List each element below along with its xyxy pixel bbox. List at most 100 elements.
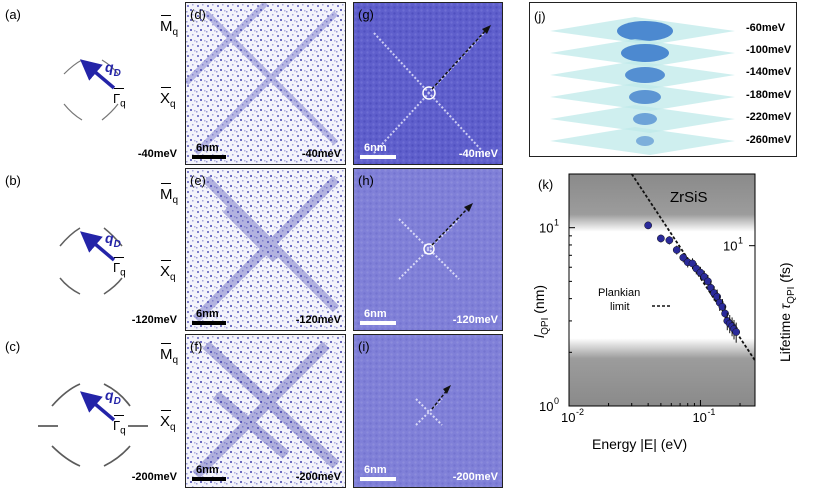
qd-label-b: qD (105, 230, 121, 250)
panel-label: (h) (358, 173, 374, 188)
layer-energy-label: -260meV (746, 134, 792, 146)
symbol-gamma-a: Γq (113, 88, 126, 110)
plot-frame (568, 173, 756, 407)
x-tick-label: 10 (561, 410, 575, 425)
energy-label: -200meV (131, 471, 177, 483)
energy-label: -200meV (295, 471, 341, 483)
chart-title: ZrSiS (670, 189, 708, 206)
layer-energy-label: -60meV (746, 22, 786, 34)
stack-layer (550, 17, 735, 45)
data-point (665, 236, 674, 245)
qd-arrows (79, 59, 116, 422)
data-point (718, 302, 727, 311)
data-point (657, 234, 665, 243)
panel-label: (e) (190, 173, 206, 188)
scale-bar (360, 155, 396, 159)
panel-f: (f) 6nm -200meV (185, 334, 346, 488)
scale-bar (192, 321, 226, 325)
legend-label: Plankian (598, 287, 640, 299)
panel-c: (c) -200meV (2, 334, 181, 488)
qd-label-a: qD (105, 59, 121, 79)
y-tick-exponent: 0 (554, 396, 559, 406)
data-point (704, 277, 712, 286)
symbol-x-c: Xq (160, 410, 176, 433)
panel-g: (g) 6nm -40meV (353, 2, 503, 165)
energy-label: -40meV (137, 148, 177, 160)
panel-label: (f) (190, 339, 203, 354)
scale-label: 6nm (196, 464, 219, 476)
panel-i: (i) 6nm -200meV (353, 334, 503, 488)
symbol-x-b: Xq (160, 260, 176, 283)
data-point (679, 253, 688, 262)
scale-bar (192, 155, 226, 159)
right-tick-exponent: 1 (738, 236, 743, 246)
panel-a: (a) -40meV (2, 2, 181, 165)
qpi-map-h (354, 169, 502, 330)
scale-bar (360, 321, 396, 325)
energy-label: -120meV (131, 314, 177, 326)
panel-label: (i) (358, 339, 370, 354)
y-tick-exponent: 1 (554, 218, 559, 228)
qpi-map-i (354, 335, 502, 487)
energy-label: -120meV (295, 314, 341, 326)
layer-energy-label: -140meV (746, 66, 792, 78)
layer-energy-label: -220meV (746, 111, 792, 123)
symbol-gamma-b: Γq (113, 257, 126, 279)
qpi-map-g (354, 3, 502, 164)
stack-layer (550, 83, 735, 111)
energy-label: -40meV (458, 148, 498, 160)
topography-e (186, 169, 345, 330)
legend-label: limit (610, 301, 630, 313)
panel-label: (b) (5, 173, 21, 188)
right-axis-label: Lifetime τQPI (fs) (777, 262, 797, 362)
gray-band-bottom (569, 338, 755, 406)
y-tick-label: 10 (539, 221, 553, 236)
y-tick-label: 10 (539, 399, 553, 414)
panel-label: (c) (5, 339, 21, 354)
stack-layer (550, 127, 735, 155)
symbol-m-a: Mq (160, 15, 178, 38)
energy-label: -200meV (452, 471, 498, 483)
gray-band-top (569, 174, 755, 232)
scale-label: 6nm (196, 142, 219, 154)
qd-arrow-a (79, 59, 116, 90)
energy-label: -120meV (452, 314, 498, 326)
panel-d: (d) 6nm -40meV (185, 2, 346, 165)
layer-energy-label: -100meV (746, 44, 792, 56)
scale-label: 6nm (196, 308, 219, 320)
topography-d (186, 3, 345, 164)
qd-label-c: qD (105, 387, 121, 407)
panel-label: (a) (5, 7, 21, 22)
panel-label: (g) (358, 7, 374, 22)
stack-layer (550, 105, 735, 133)
scale-label: 6nm (364, 464, 387, 476)
data-point (672, 246, 681, 254)
fermi-surface-c (38, 383, 148, 467)
x-tick-exponent: -2 (576, 407, 584, 417)
x-axis-label: Energy |E| (eV) (592, 436, 687, 452)
symbol-m-c: Mq (160, 343, 178, 366)
x-tick-exponent: -1 (707, 407, 715, 417)
scale-label: 6nm (364, 308, 387, 320)
stack-layer (550, 39, 735, 67)
qpi-stack (550, 17, 735, 155)
symbol-x-a: Xq (160, 87, 176, 110)
fermi-surface-b (59, 227, 123, 295)
y-axis-label: lQPI (nm) (531, 285, 551, 338)
panel-h: (h) 6nm -120meV (353, 168, 503, 331)
panel-label: (j) (534, 9, 546, 24)
panel-b: (b) -120meV (2, 168, 181, 331)
panel-label: (d) (190, 7, 206, 22)
panel-j: (j) (529, 2, 797, 157)
scale-bar (192, 477, 226, 481)
symbol-gamma-c: Γq (113, 415, 126, 437)
x-tick-label: 10 (692, 410, 706, 425)
topography-f (186, 335, 345, 487)
qd-arrow-b (79, 231, 116, 262)
qd-arrow-c (79, 391, 116, 422)
scale-label: 6nm (364, 142, 387, 154)
panel-e: (e) 6nm -120meV (185, 168, 346, 331)
right-tick-label: 10 (723, 239, 737, 254)
symbol-m-b: Mq (160, 183, 178, 206)
